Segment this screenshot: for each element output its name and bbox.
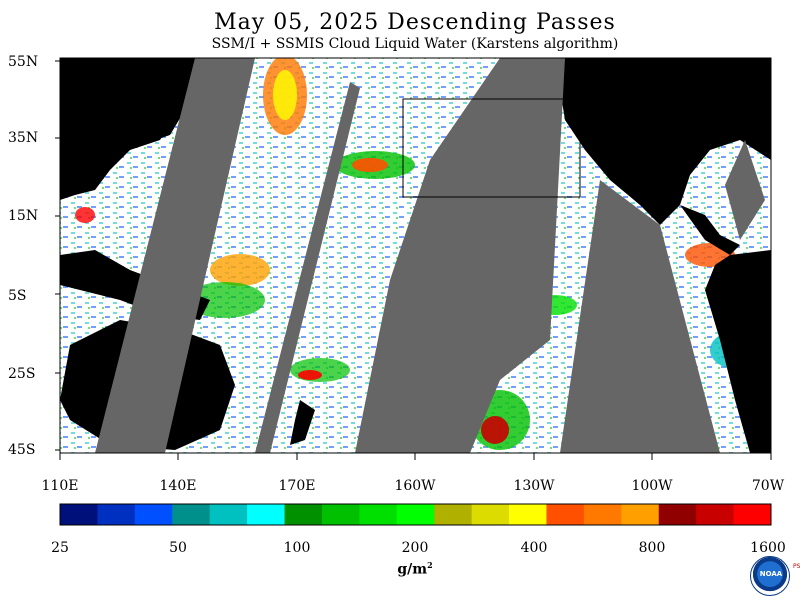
lon-label-140e: 140E (159, 478, 197, 494)
color-swatch-1 (97, 504, 136, 525)
color-swatch-6 (284, 504, 323, 525)
color-swatch-4 (209, 504, 248, 525)
cbar-label-50: 50 (169, 540, 187, 556)
lat-label-15n: 15N (8, 208, 39, 224)
noaa-logo-text: NOAA (759, 570, 783, 578)
lat-label-25s: 25S (8, 366, 36, 382)
color-swatch-16 (658, 504, 697, 525)
lat-label-55n: 55N (8, 54, 39, 70)
color-swatch-18 (733, 504, 772, 525)
land-central-america (680, 205, 740, 255)
color-bar-frame (59, 503, 772, 526)
lon-label-110e: 110E (41, 478, 79, 494)
noaa-logo: NOAA (750, 556, 790, 596)
lon-label-100w: 100W (631, 478, 673, 494)
color-swatch-5 (247, 504, 286, 525)
swath-gap-3 (355, 58, 565, 453)
land-new-zealand (290, 400, 315, 445)
lat-ticks (55, 60, 60, 451)
color-bar (59, 503, 772, 526)
lat-label-5s: 5S (8, 288, 27, 304)
swath-gap-2 (255, 82, 360, 453)
lat-label-45s: 45S (8, 442, 36, 458)
color-swatch-9 (396, 504, 435, 525)
color-swatch-12 (509, 504, 547, 525)
swath-gap-1 (95, 58, 255, 453)
lon-ticks (59, 453, 772, 460)
color-swatch-17 (696, 504, 735, 525)
units-label: g/m2 (385, 560, 445, 578)
map-title: May 05, 2025 Descending Passes (214, 10, 616, 35)
cbar-label-400: 400 (520, 540, 548, 556)
land-north-america (555, 58, 771, 225)
color-swatch-13 (546, 504, 585, 525)
land-asia (60, 58, 215, 200)
psl-text: PSL (793, 563, 800, 570)
lat-label-35n: 35N (8, 130, 39, 146)
color-swatch-3 (172, 504, 211, 525)
lon-label-130w: 130W (513, 478, 555, 494)
units-text: g/m (397, 561, 428, 578)
cloud-features (75, 58, 771, 450)
color-swatch-0 (60, 504, 98, 525)
color-swatch-14 (583, 504, 622, 525)
land-japan (150, 95, 185, 140)
color-swatch-10 (434, 504, 473, 525)
color-swatch-2 (134, 504, 173, 525)
region-box (402, 98, 581, 198)
cbar-label-800: 800 (638, 540, 666, 556)
color-swatch-11 (471, 504, 510, 525)
swath-gap-4 (560, 180, 720, 453)
no-data-swaths (95, 58, 765, 453)
lon-label-160w: 160W (394, 478, 436, 494)
lon-label-170e: 170E (278, 478, 316, 494)
cbar-label-1600: 1600 (750, 540, 786, 556)
swath-gap-5 (725, 140, 765, 240)
color-swatch-15 (621, 504, 660, 525)
cbar-label-200: 200 (401, 540, 429, 556)
color-swatch-7 (321, 504, 360, 525)
cbar-label-100: 100 (283, 540, 311, 556)
lon-label-70w: 70W (751, 478, 785, 494)
cbar-label-25: 25 (51, 540, 69, 556)
map-area (60, 58, 771, 453)
map-subtitle: SSM/I + SSMIS Cloud Liquid Water (Karste… (211, 36, 619, 52)
color-swatch-8 (359, 504, 398, 525)
units-exponent: 2 (427, 560, 433, 570)
land-south-america (705, 250, 771, 453)
